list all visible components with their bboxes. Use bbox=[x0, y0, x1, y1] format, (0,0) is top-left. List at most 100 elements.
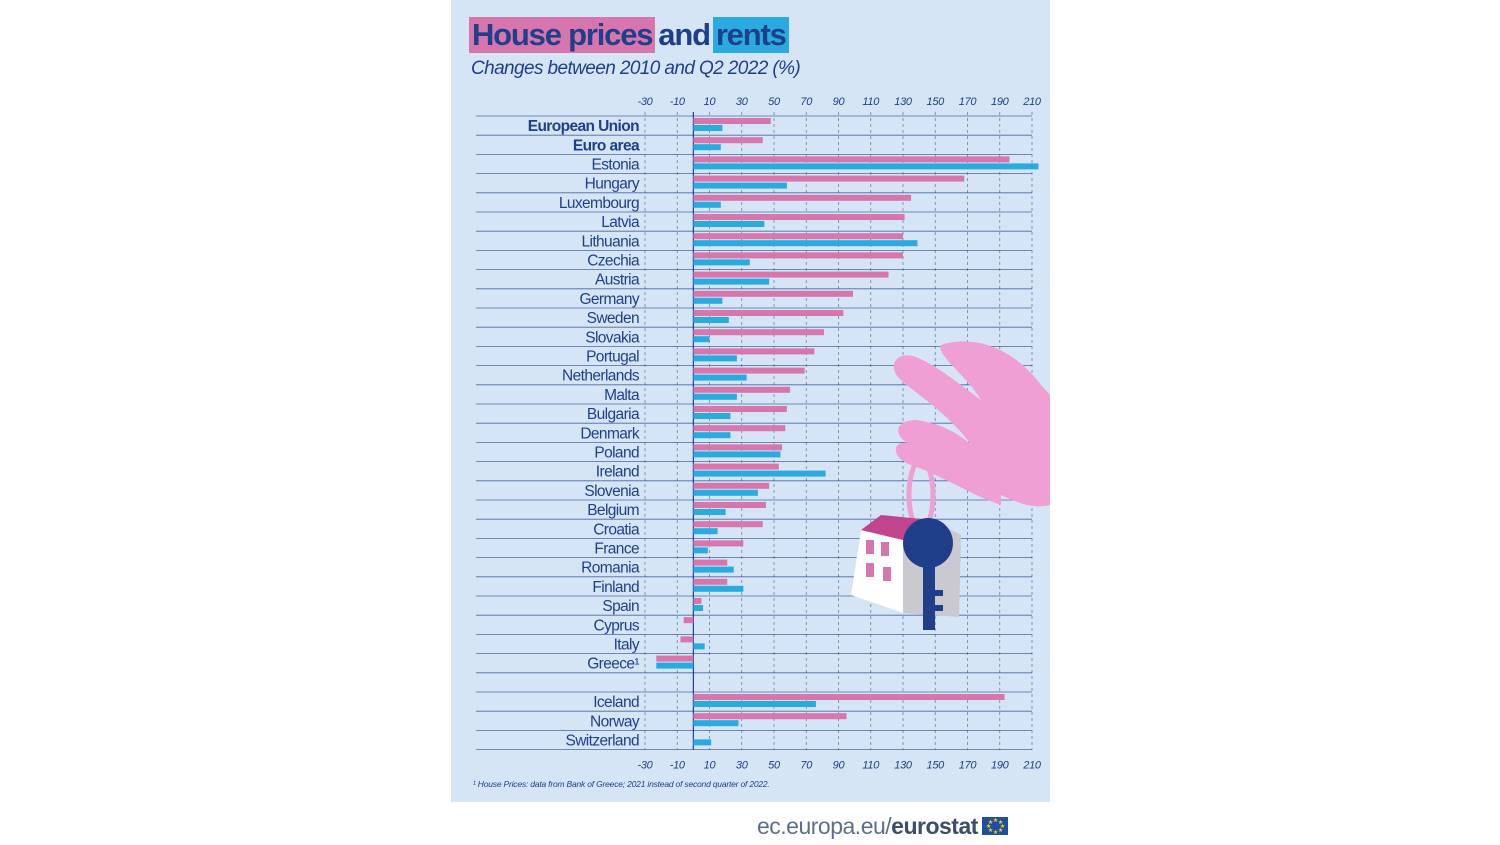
bar-rents bbox=[693, 297, 723, 304]
eu-flag-icon: ★ ★ ★ ★ ★ ★ ★ ★ bbox=[981, 817, 1008, 836]
category-label: Romania bbox=[581, 560, 640, 577]
bar-rents bbox=[656, 662, 694, 669]
bar-rents bbox=[693, 605, 704, 611]
category-label: Slovakia bbox=[585, 329, 640, 346]
bar-house-prices bbox=[693, 367, 805, 374]
bar-rents bbox=[693, 547, 708, 554]
x-tick-label-bottom: 30 bbox=[736, 760, 749, 772]
bar-house-prices bbox=[693, 482, 770, 489]
category-label: Switzerland bbox=[565, 733, 639, 750]
bar-rents bbox=[693, 393, 737, 400]
category-label: Italy bbox=[614, 637, 640, 654]
bar-house-prices bbox=[693, 194, 912, 201]
category-label: Norway bbox=[590, 713, 640, 730]
bar-house-prices bbox=[656, 655, 694, 662]
x-tick-label-bottom: 10 bbox=[704, 760, 717, 772]
bar-rents bbox=[693, 240, 918, 247]
bar-house-prices bbox=[680, 636, 694, 643]
category-label: Luxembourg bbox=[559, 195, 639, 212]
bar-house-prices bbox=[693, 598, 702, 604]
title-and: and bbox=[658, 17, 711, 52]
bar-rents bbox=[693, 566, 734, 573]
x-tick-label-top: -10 bbox=[670, 96, 686, 108]
chart-subtitle: Changes between 2010 and Q2 2022 (%) bbox=[471, 58, 801, 79]
bar-rents bbox=[693, 701, 816, 707]
bar-rents bbox=[693, 259, 750, 266]
bar-house-prices bbox=[693, 406, 787, 412]
bar-rents bbox=[693, 470, 826, 477]
title-rents: rents bbox=[712, 17, 789, 53]
x-tick-label-top: 190 bbox=[991, 96, 1010, 108]
category-label: Hungary bbox=[585, 176, 640, 193]
bar-rents bbox=[693, 432, 731, 439]
chart-panel: House prices and rents Changes between 2… bbox=[451, 0, 1050, 802]
bar-house-prices bbox=[693, 214, 905, 220]
bar-house-prices bbox=[693, 694, 1005, 700]
footer: ec.europa.eu/ eurostat ★ ★ ★ ★ ★ ★ ★ ★ bbox=[757, 811, 1008, 841]
category-label: Czechia bbox=[587, 253, 640, 270]
bar-house-prices bbox=[693, 713, 847, 720]
category-label: Finland bbox=[592, 579, 639, 596]
category-label: Poland bbox=[594, 445, 639, 462]
bar-house-prices bbox=[693, 137, 763, 144]
category-label: Belgium bbox=[587, 502, 639, 519]
bar-house-prices bbox=[693, 348, 815, 355]
x-tick-label-bottom: 170 bbox=[959, 760, 978, 772]
bar-rents bbox=[693, 451, 781, 458]
x-tick-label-bottom: 130 bbox=[894, 760, 913, 772]
bar-house-prices bbox=[693, 252, 903, 259]
x-tick-label-bottom: 90 bbox=[833, 760, 846, 772]
bar-rents bbox=[693, 336, 710, 343]
category-label: Portugal bbox=[586, 349, 639, 366]
bar-house-prices bbox=[693, 463, 779, 470]
category-label: Sweden bbox=[587, 310, 639, 327]
bar-house-prices bbox=[693, 578, 728, 585]
x-tick-label-top: 70 bbox=[800, 96, 813, 108]
bar-house-prices bbox=[683, 617, 694, 624]
category-label: Austria bbox=[595, 272, 640, 289]
x-tick-label-bottom: 50 bbox=[768, 760, 781, 772]
category-label: Latvia bbox=[601, 214, 640, 231]
category-label: Germany bbox=[579, 291, 639, 308]
x-tick-label-top: 210 bbox=[1022, 96, 1042, 108]
bar-rents bbox=[693, 528, 718, 535]
x-tick-label-bottom: 150 bbox=[927, 760, 946, 772]
category-label: Croatia bbox=[593, 521, 640, 538]
bar-house-prices bbox=[693, 175, 965, 182]
bar-rents bbox=[693, 374, 747, 381]
bar-house-prices bbox=[693, 271, 889, 278]
category-label: Netherlands bbox=[562, 368, 640, 385]
x-tick-label-bottom: -30 bbox=[638, 760, 654, 772]
bar-rents bbox=[693, 509, 726, 515]
x-tick-label-bottom: -10 bbox=[670, 760, 686, 772]
bar-house-prices bbox=[693, 329, 824, 336]
category-label: France bbox=[594, 541, 639, 558]
x-tick-label-top: 90 bbox=[833, 96, 846, 108]
bar-rents bbox=[693, 585, 744, 592]
category-label: Lithuania bbox=[581, 233, 639, 250]
category-label: Slovenia bbox=[584, 483, 640, 500]
bar-rents bbox=[693, 720, 739, 727]
bar-rents bbox=[693, 278, 770, 285]
category-label: Denmark bbox=[580, 425, 640, 442]
bar-rents bbox=[693, 413, 731, 419]
x-tick-label-top: 150 bbox=[927, 96, 946, 108]
category-label: Estonia bbox=[592, 157, 640, 174]
category-label: Bulgaria bbox=[587, 406, 640, 423]
hand-with-keys-illustration bbox=[851, 341, 1050, 630]
category-label: Greece¹ bbox=[587, 656, 639, 673]
x-tick-label-bottom: 110 bbox=[862, 760, 880, 772]
x-tick-label-top: 30 bbox=[736, 96, 749, 108]
bar-house-prices bbox=[693, 310, 844, 316]
bar-house-prices bbox=[693, 425, 786, 432]
bar-house-prices bbox=[693, 502, 766, 508]
footer-site-link[interactable]: ec.europa.eu/ bbox=[757, 812, 892, 839]
footer-brand: eurostat bbox=[891, 812, 978, 839]
bar-house-prices bbox=[693, 290, 854, 297]
x-tick-label-top: 50 bbox=[768, 96, 781, 108]
x-tick-label-bottom: 210 bbox=[1022, 760, 1042, 772]
category-label: Cyprus bbox=[594, 617, 640, 634]
bar-rents bbox=[693, 163, 1039, 170]
footnote: ¹ House Prices: data from Bank of Greece… bbox=[473, 779, 770, 789]
bar-rents bbox=[693, 355, 737, 362]
